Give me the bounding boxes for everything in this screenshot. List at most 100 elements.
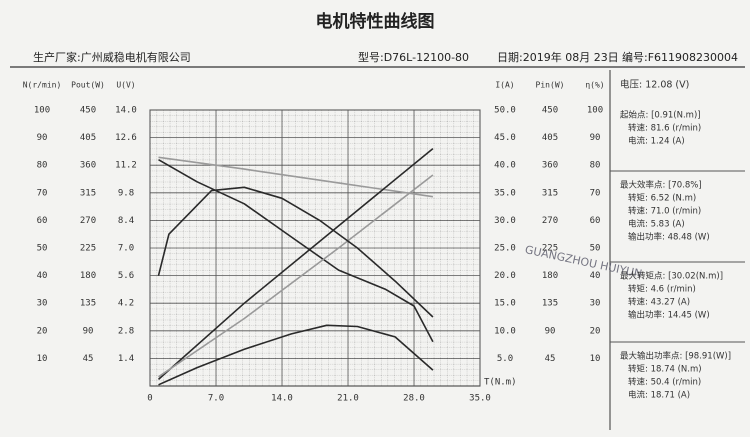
axis-label: U(V) bbox=[116, 81, 135, 90]
y-tick-label: 5.0 bbox=[497, 354, 513, 364]
y-tick-label: 90 bbox=[37, 133, 48, 143]
date: 日期:2019年 08月 23日 bbox=[497, 50, 619, 64]
y-tick-label: 40 bbox=[37, 271, 48, 281]
y-tick-label: 90 bbox=[590, 133, 601, 143]
y-tick-label: 270 bbox=[80, 216, 96, 226]
y-tick-label: 30 bbox=[37, 299, 48, 309]
panel-line: 最大效率点: [70.8%] bbox=[620, 180, 702, 191]
x-tick-label: 28.0 bbox=[403, 394, 425, 404]
y-tick-label: 80 bbox=[37, 161, 48, 171]
y-tick-label: 315 bbox=[542, 188, 558, 198]
panel-line: 转速: 71.0 (r/min) bbox=[628, 206, 701, 217]
y-tick-label: 20 bbox=[37, 326, 48, 336]
y-tick-label: 360 bbox=[542, 161, 558, 171]
y-tick-label: 45 bbox=[545, 354, 556, 364]
y-tick-label: 35.0 bbox=[494, 188, 516, 198]
curve bbox=[158, 324, 434, 386]
panel-line: 起始点: [0.91(N.m)] bbox=[620, 110, 701, 121]
panel-line: 转速: 43.27 (A) bbox=[628, 297, 690, 308]
y-tick-label: 90 bbox=[545, 326, 556, 336]
panel-line: 电流: 1.24 (A) bbox=[628, 136, 685, 147]
y-tick-label: 20.0 bbox=[494, 271, 516, 281]
axis-label: Pin(W) bbox=[536, 81, 565, 90]
y-tick-label: 8.4 bbox=[118, 216, 134, 226]
y-tick-label: 10 bbox=[590, 354, 601, 364]
y-tick-label: 405 bbox=[542, 133, 558, 143]
y-tick-label: 180 bbox=[542, 271, 558, 281]
y-tick-label: 45.0 bbox=[494, 133, 516, 143]
title: 电机特性曲线图 bbox=[316, 11, 435, 32]
panel-line: 电流: 18.71 (A) bbox=[628, 390, 690, 401]
y-tick-label: 12.6 bbox=[115, 133, 137, 143]
y-tick-label: 225 bbox=[542, 244, 558, 254]
y-tick-label: 225 bbox=[80, 244, 96, 254]
y-tick-label: 315 bbox=[80, 188, 96, 198]
panel-line: 最大输出功率点: [98.91(W)] bbox=[620, 351, 731, 362]
y-tick-label: 25.0 bbox=[494, 244, 516, 254]
axis-label: N(r/min) bbox=[23, 81, 62, 90]
panel-line: 电流: 5.83 (A) bbox=[628, 219, 685, 230]
y-tick-label: 50 bbox=[37, 244, 48, 254]
curve bbox=[158, 174, 434, 378]
axis-label: I(A) bbox=[495, 81, 514, 90]
y-tick-label: 10.0 bbox=[494, 326, 516, 336]
voltage: 电压: 12.08 (V) bbox=[620, 79, 689, 91]
y-tick-label: 11.2 bbox=[115, 161, 137, 171]
panel-line: 转速: 81.6 (r/min) bbox=[628, 123, 701, 134]
axis-label: Pout(W) bbox=[71, 81, 105, 90]
x-tick-label: 0 bbox=[147, 394, 152, 404]
y-tick-label: 80 bbox=[590, 161, 601, 171]
x-tick-label: 35.0 bbox=[469, 394, 491, 404]
y-tick-label: 60 bbox=[37, 216, 48, 226]
curve bbox=[157, 147, 434, 380]
y-tick-label: 15.0 bbox=[494, 299, 516, 309]
y-tick-label: 405 bbox=[80, 133, 96, 143]
y-tick-label: 450 bbox=[542, 106, 558, 116]
y-tick-label: 60 bbox=[590, 216, 601, 226]
y-tick-label: 50 bbox=[590, 244, 601, 254]
y-tick-label: 270 bbox=[542, 216, 558, 226]
y-tick-label: 50.0 bbox=[494, 106, 516, 116]
y-tick-label: 70 bbox=[37, 188, 48, 198]
curve bbox=[158, 159, 434, 343]
curve bbox=[158, 156, 434, 198]
panel-line: 转矩: 4.6 (r/min) bbox=[628, 284, 696, 295]
y-tick-label: 90 bbox=[83, 326, 94, 336]
maker: 生产厂家:广州威稳电机有限公司 bbox=[33, 50, 191, 64]
y-tick-label: 20 bbox=[590, 326, 601, 336]
y-tick-label: 360 bbox=[80, 161, 96, 171]
panel-line: 转速: 50.4 (r/min) bbox=[628, 377, 701, 388]
y-tick-label: 100 bbox=[587, 106, 603, 116]
serial: 编号:F611908230004 bbox=[622, 50, 738, 64]
y-tick-label: 2.8 bbox=[118, 326, 134, 336]
y-tick-label: 4.2 bbox=[118, 299, 134, 309]
y-tick-label: 40.0 bbox=[494, 161, 516, 171]
y-tick-label: 1.4 bbox=[118, 354, 134, 364]
y-tick-label: 180 bbox=[80, 271, 96, 281]
panel-line: 转矩: 6.52 (N.m) bbox=[628, 193, 696, 204]
x-tick-label: 14.0 bbox=[271, 394, 293, 404]
panel-line: 输出功率: 14.45 (W) bbox=[628, 310, 710, 321]
y-tick-label: 10 bbox=[37, 354, 48, 364]
x-tick-label: 7.0 bbox=[208, 394, 224, 404]
y-tick-label: 14.0 bbox=[115, 106, 137, 116]
y-tick-label: 9.8 bbox=[118, 188, 134, 198]
y-tick-label: 30.0 bbox=[494, 216, 516, 226]
y-tick-label: 70 bbox=[590, 188, 601, 198]
y-tick-label: 7.0 bbox=[118, 244, 134, 254]
y-tick-label: 135 bbox=[542, 299, 558, 309]
panel-line: 输出功率: 48.48 (W) bbox=[628, 232, 710, 243]
panel-line: 最大转矩点: [30.02(N.m)] bbox=[620, 271, 723, 282]
y-tick-label: 30 bbox=[590, 299, 601, 309]
x-tick-label: 21.0 bbox=[337, 394, 359, 404]
y-tick-label: 45 bbox=[83, 354, 94, 364]
curve bbox=[157, 186, 434, 318]
model: 型号:D76L-12100-80 bbox=[358, 50, 469, 64]
y-tick-label: 135 bbox=[80, 299, 96, 309]
y-tick-label: 450 bbox=[80, 106, 96, 116]
y-tick-label: 100 bbox=[34, 106, 50, 116]
y-tick-label: 5.6 bbox=[118, 271, 134, 281]
axis-label: η(%) bbox=[585, 81, 604, 90]
y-tick-label: 40 bbox=[590, 271, 601, 281]
